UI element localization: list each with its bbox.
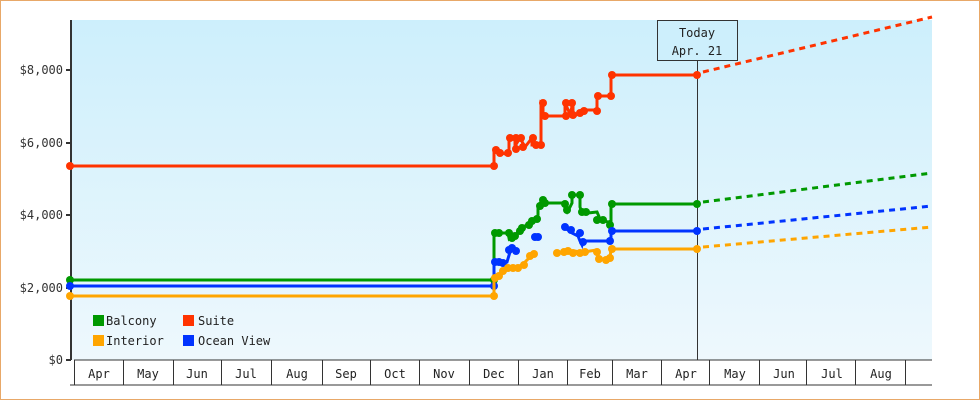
x-month-label: Mar	[626, 367, 648, 381]
legend-item-interior: Interior	[93, 334, 164, 348]
legend-swatch-ocean-view	[183, 335, 194, 346]
x-month-label: Sep	[335, 367, 357, 381]
today-label: Today	[679, 26, 715, 40]
legend-label: Balcony	[106, 314, 157, 328]
x-month-label: Jun	[773, 367, 795, 381]
y-tick-label: $8,000	[20, 63, 63, 77]
legend-swatch-suite	[183, 315, 194, 326]
series-suite	[66, 15, 933, 170]
x-month-label: Feb	[579, 367, 601, 381]
y-tick-label: $6,000	[20, 136, 63, 150]
legend-item-balcony: Balcony	[93, 314, 157, 328]
plot-area	[72, 20, 932, 360]
x-month-label: Aug	[286, 367, 308, 381]
legend-label: Ocean View	[198, 334, 271, 348]
x-month-label: Jun	[186, 367, 208, 381]
legend-label: Interior	[106, 334, 164, 348]
x-month-label: Nov	[433, 367, 455, 381]
legend: Balcony Suite Interior Ocean View	[93, 314, 271, 348]
legend-label: Suite	[198, 314, 234, 328]
y-tick-label: $4,000	[20, 208, 63, 222]
legend-swatch-interior	[93, 335, 104, 346]
series-balcony	[66, 171, 933, 284]
legend-item-suite: Suite	[183, 314, 234, 328]
x-month-label: Jul	[821, 367, 843, 381]
today-date-label: Apr. 21	[672, 44, 723, 58]
x-month-label: Apr	[88, 367, 110, 381]
x-month-label: Apr	[675, 367, 697, 381]
legend-item-ocean-view: Ocean View	[183, 334, 271, 348]
legend-swatch-balcony	[93, 315, 104, 326]
x-month-label: Dec	[483, 367, 505, 381]
today-marker: Today Apr. 21	[657, 20, 738, 360]
x-month-label: Jul	[235, 367, 257, 381]
y-tick-labels: $0 $2,000 $4,000 $6,000 $8,000	[20, 63, 63, 367]
x-month-label: May	[137, 367, 159, 381]
y-tick-label: $0	[49, 353, 63, 367]
x-month-label: Oct	[384, 367, 406, 381]
x-month-label: Aug	[870, 367, 892, 381]
series-ocean-view	[66, 204, 933, 290]
x-month-label: May	[724, 367, 746, 381]
y-tick-label: $2,000	[20, 281, 63, 295]
x-axis: Apr May Jun Jul Aug Sep Oct Nov Dec Jan …	[70, 359, 932, 386]
x-month-label: Jan	[532, 367, 554, 381]
series-interior	[66, 225, 933, 300]
